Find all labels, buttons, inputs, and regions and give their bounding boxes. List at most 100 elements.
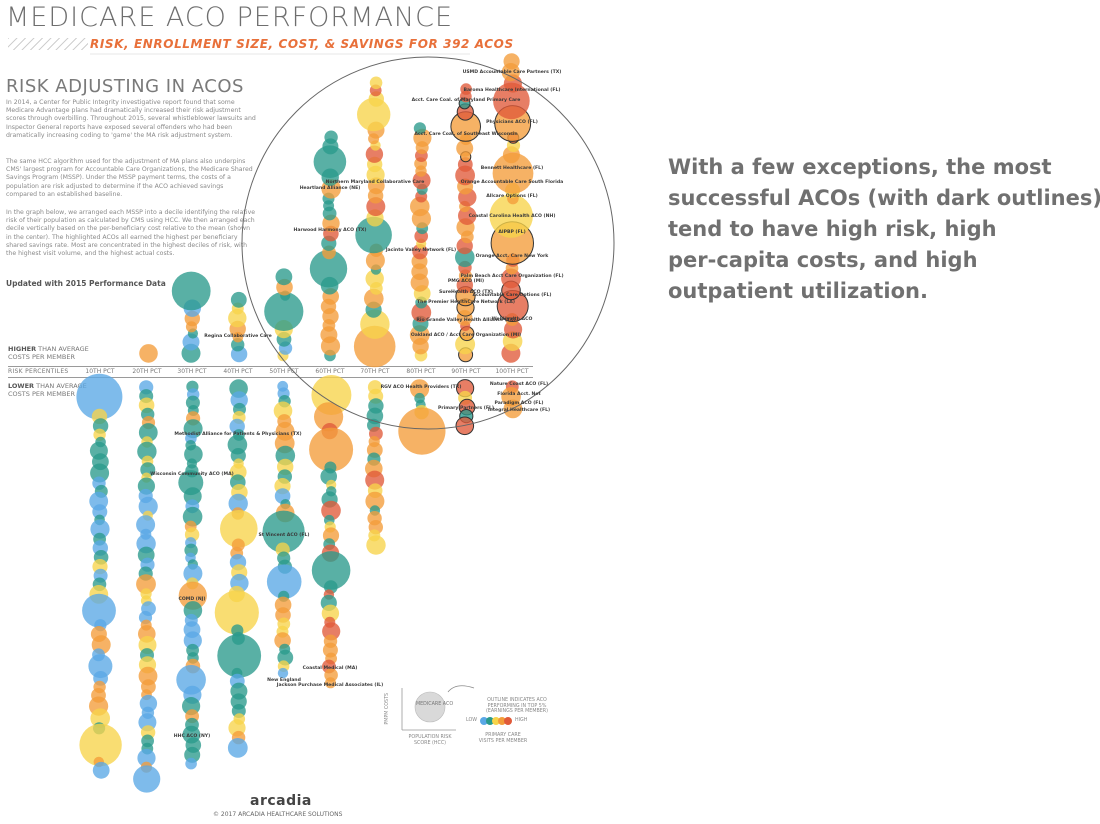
- aco-bubble: [413, 122, 426, 135]
- aco-label: New England: [267, 678, 301, 683]
- aco-label: Baroma Healthcare International (FL): [463, 88, 561, 93]
- percentile-tick-label: 50TH PCT: [269, 368, 299, 375]
- article-paragraph-1: In 2014, a Center for Public Integrity i…: [6, 99, 256, 139]
- percentile-tick-label: 100TH PCT: [495, 368, 529, 375]
- annotation-line: outpatient utilization.: [668, 279, 928, 303]
- aco-label: PMG ACO (MI): [447, 279, 485, 284]
- legend-low: LOW: [466, 718, 478, 723]
- aco-label: Coastal Medical (MA): [302, 666, 358, 671]
- percentile-tick-label: 40TH PCT: [223, 368, 253, 375]
- aco-bubble: [139, 694, 158, 713]
- aco-bubble: [178, 581, 207, 610]
- aco-bubble: [82, 593, 116, 628]
- aco-label: Jacinto Valley Network (FL): [385, 248, 457, 253]
- aco-bubble: [366, 535, 386, 555]
- aco-label: The Premier HealthCare Network (LA): [417, 300, 515, 305]
- percentile-tick-label: 90TH PCT: [451, 368, 481, 375]
- aco-label: Harwood Harmony ACO (TX): [293, 228, 367, 233]
- legend-y-label: PMPM COSTS: [385, 692, 391, 725]
- aco-bubble: [365, 269, 384, 288]
- annotation-line: successful ACOs (with dark outlines): [668, 186, 1100, 210]
- aco-bubble: [76, 373, 123, 420]
- aco-label: Regina Collaborative Care: [204, 334, 272, 339]
- legend-bubble: [414, 691, 446, 723]
- aco-bubble: [90, 463, 110, 483]
- arcadia-logo: arcadia: [250, 793, 312, 809]
- legend-high: HIGH: [515, 718, 528, 723]
- aco-bubble: [137, 441, 157, 462]
- aco-bubble: [217, 633, 262, 678]
- aco-bubble: [228, 493, 248, 514]
- legend-bubble-label: MEDICARE ACO: [416, 702, 454, 707]
- aco-label: Oakland ACO / Acct Care Organization (MI…: [410, 333, 522, 338]
- aco-bubble: [313, 145, 347, 178]
- aco-label: Physicians ACO (FL): [486, 120, 538, 125]
- aco-label: Paradigm ACO (FL): [494, 401, 544, 406]
- aco-bubble: [220, 510, 258, 548]
- aco-bubble: [176, 665, 206, 695]
- article-paragraph-3: In the graph below, we arranged each MSS…: [6, 209, 256, 258]
- aco-bubble: [230, 291, 247, 308]
- aco-bubble: [79, 723, 122, 767]
- legend: MEDICARE ACO PMPM COSTS POPULATION RISK …: [385, 680, 586, 760]
- aco-bubble: [92, 504, 108, 520]
- aco-label: Nature Coast ACO (FL): [489, 382, 549, 387]
- aco-bubble: [493, 82, 530, 120]
- aco-bubble: [90, 708, 110, 728]
- aco-label: Heartland Alliance (NE): [299, 186, 361, 191]
- aco-bubble: [501, 268, 521, 289]
- aco-bubble: [214, 590, 259, 635]
- aco-label: Integral Healthcare (FL): [487, 408, 551, 413]
- risk-percentiles-label: RISK PERCENTILES: [8, 368, 69, 375]
- aco-bubble: [133, 765, 161, 793]
- aco-bubble: [262, 510, 305, 553]
- aco-bubble: [311, 551, 351, 590]
- page-subtitle: RISK, ENROLLMENT SIZE, COST, & SAVINGS F…: [90, 37, 514, 51]
- aco-bubble: [398, 407, 446, 455]
- aco-label: Bennett Healthcare (FL): [480, 166, 544, 171]
- aco-bubble: [321, 604, 340, 622]
- aco-bubble: [410, 379, 430, 399]
- aco-label: Florida Acct. Net: [497, 392, 541, 397]
- aco-bubble: [266, 564, 302, 599]
- title-hatch-left: [8, 38, 88, 50]
- copyright: © 2017 ARCADIA HEALTHCARE SOLUTIONS: [213, 811, 343, 818]
- legend-swatch-blue: [480, 717, 488, 725]
- aco-bubble: [136, 515, 156, 535]
- aco-bubble: [183, 631, 202, 650]
- aco-label: RGV ACO Health Providers (TX): [380, 385, 462, 390]
- aco-bubble: [139, 344, 158, 363]
- aco-bubble: [492, 152, 534, 194]
- legend-color-note: PRIMARY CARE VISITS PER MEMBER: [478, 733, 528, 744]
- aco-bubble: [320, 326, 338, 344]
- aco-bubble: [365, 145, 384, 163]
- legend-swatch-red: [504, 717, 512, 725]
- aco-bubble: [365, 491, 385, 511]
- axis-top-line: [8, 366, 533, 367]
- aco-bubble: [183, 487, 202, 506]
- aco-label: HHC ACO (NY): [173, 734, 211, 739]
- percentile-tick-label: 70TH PCT: [360, 368, 390, 375]
- aco-bubble: [460, 83, 472, 95]
- aco-bubble: [275, 268, 293, 286]
- aco-bubble: [365, 251, 385, 270]
- aco-bubble: [411, 302, 432, 323]
- aco-bubble: [185, 757, 197, 770]
- aco-bubble: [324, 130, 338, 144]
- aco-bubble: [357, 97, 391, 132]
- aco-label: Methodist Alliance for Patients & Physic…: [174, 432, 302, 437]
- aco-bubble: [90, 519, 110, 539]
- aco-bubble: [228, 308, 247, 328]
- aco-bubble: [412, 171, 431, 190]
- aco-label: Northern Maryland Collaborative Care: [325, 180, 425, 185]
- aco-label: Palm Beach Acct Care Organization (FL): [460, 274, 564, 279]
- aco-bubble: [455, 165, 475, 186]
- aco-bubble: [369, 76, 383, 90]
- aco-bubble: [277, 667, 289, 679]
- annotation-line: tend to have high risk, high: [668, 217, 997, 241]
- aco-bubble: [230, 448, 246, 464]
- lower-cost-label: LOWER THAN AVERAGE COSTS PER MEMBER: [8, 382, 87, 398]
- aco-label: Coastal Carolina Health ACO (NH): [468, 214, 556, 219]
- article-paragraph-2: The same HCC algorithm used for the adju…: [6, 158, 253, 198]
- aco-bubble: [230, 391, 248, 409]
